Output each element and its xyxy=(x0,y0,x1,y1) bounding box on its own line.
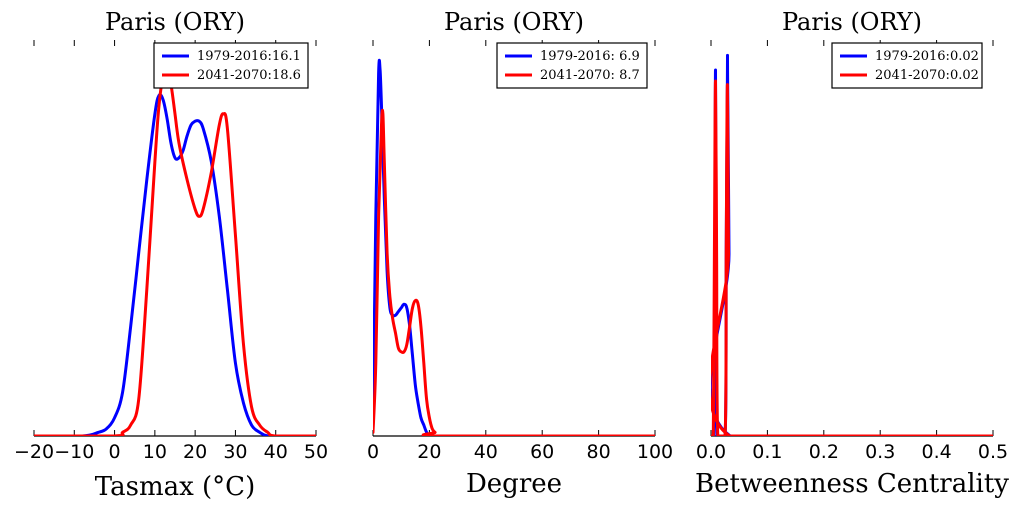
x-tick-label: 20 xyxy=(417,441,441,463)
chart-title: Paris (ORY) xyxy=(782,8,922,36)
legend-box xyxy=(153,42,309,89)
series-line-future xyxy=(711,79,993,436)
x-tick-label: 40 xyxy=(264,441,288,463)
panel-betweenness: Paris (ORY) 0.0 0.1 0.2 0.3 0.4 0.5 Betweenness… xyxy=(695,8,1009,499)
x-tick-label: 50 xyxy=(304,441,328,463)
legend: 1979-2016: 6.9 2041-2070: 8.7 xyxy=(496,42,648,89)
x-tick-label: 30 xyxy=(223,441,247,463)
legend-box xyxy=(831,42,983,89)
legend-box xyxy=(496,42,648,89)
x-axis-label: Tasmax (°C) xyxy=(95,472,255,502)
legend-entry: 2041-2070: 8.7 xyxy=(540,68,640,83)
chart-title: Paris (ORY) xyxy=(105,8,245,36)
x-tick-label: 0.4 xyxy=(921,441,951,463)
x-tick-label: 0.0 xyxy=(696,441,726,463)
series-line-future xyxy=(373,108,655,436)
x-tick-label: 100 xyxy=(637,441,673,463)
series-line-historical xyxy=(34,93,316,436)
panel-tasmax: Paris (ORY) −20 −10 0 10 20 30 40 50 Tasmax (°C) 1… xyxy=(14,8,328,502)
legend-entry: 1979-2016:0.02 xyxy=(875,49,979,64)
x-tick-label: 0.1 xyxy=(752,441,782,463)
x-tick-label: 0 xyxy=(109,441,121,463)
panel-degree: Paris (ORY) 0 20 40 60 80 100 Degree 1979-2016: … xyxy=(367,8,673,499)
x-tick-label: 80 xyxy=(587,441,611,463)
legend: 1979-2016:0.02 2041-2070:0.02 xyxy=(831,42,983,89)
x-tick-label: 40 xyxy=(474,441,498,463)
x-tick-label: 20 xyxy=(183,441,207,463)
x-tick-label: 0 xyxy=(367,441,379,463)
x-tick-label: 0.2 xyxy=(809,441,839,463)
legend: 1979-2016:16.1 2041-2070:18.6 xyxy=(153,42,309,89)
chart-title: Paris (ORY) xyxy=(444,8,584,36)
x-axis-label: Degree xyxy=(466,469,562,499)
legend-entry: 2041-2070:0.02 xyxy=(875,68,979,83)
x-tick-label: −20 xyxy=(14,441,54,463)
series-line-historical xyxy=(711,53,993,436)
legend-entry: 1979-2016: 6.9 xyxy=(540,49,640,64)
x-tick-label: 0.3 xyxy=(865,441,895,463)
x-tick-label: 10 xyxy=(143,441,167,463)
x-axis-label: Betweenness Centrality xyxy=(695,469,1009,499)
x-tick-label: −10 xyxy=(54,441,94,463)
x-tick-label: 60 xyxy=(530,441,554,463)
series-line-historical xyxy=(373,58,655,436)
x-tick-label: 0.5 xyxy=(978,441,1008,463)
legend-entry: 2041-2070:18.6 xyxy=(197,68,301,83)
legend-entry: 1979-2016:16.1 xyxy=(197,49,301,64)
series-line-future xyxy=(34,68,316,436)
